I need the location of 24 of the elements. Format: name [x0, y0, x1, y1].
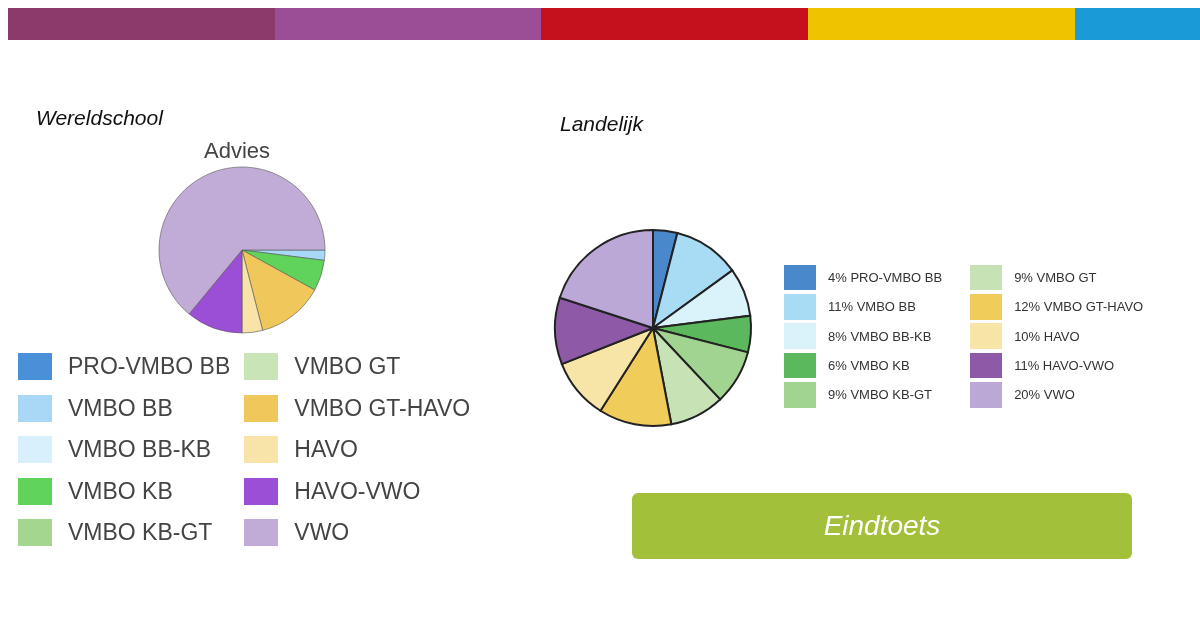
legend-label: 9% VMBO KB-GT	[828, 387, 933, 403]
legend-label: 12% VMBO GT-HAVO	[1014, 299, 1144, 315]
legend-label: 10% HAVO	[1014, 328, 1080, 344]
legend-label: 11% HAVO-VWO	[1014, 358, 1115, 374]
legend-label: VMBO BB	[68, 394, 173, 422]
chart-title: Wereldschool	[36, 106, 163, 130]
legend-label: PRO-VMBO BB	[68, 353, 231, 381]
legend-label: 9% VMBO GT	[1014, 270, 1097, 286]
legend-label: 20% VWO	[1014, 387, 1075, 403]
legend-label: VMBO GT-HAVO	[294, 394, 471, 422]
legend-label: 6% VMBO KB	[828, 358, 910, 374]
chart-subtitle: Advies	[204, 138, 271, 164]
legend-label: VMBO BB-KB	[68, 436, 212, 464]
legend-label: HAVO	[294, 436, 358, 464]
legend-label: VMBO KB-GT	[68, 519, 213, 547]
legend-label: 11% VMBO BB	[828, 299, 916, 315]
chart-title: Landelijk	[560, 112, 643, 136]
legend-label: HAVO-VWO	[294, 477, 421, 505]
legend-label: 4% PRO-VMBO BB	[828, 270, 943, 286]
legend-label: VWO	[294, 519, 350, 547]
text: Eindtoets	[632, 493, 1132, 559]
legend-label: VMBO KB	[68, 477, 173, 505]
legend-label: 8% VMBO BB-KB	[828, 328, 932, 344]
legend-label: VMBO GT	[294, 353, 401, 381]
